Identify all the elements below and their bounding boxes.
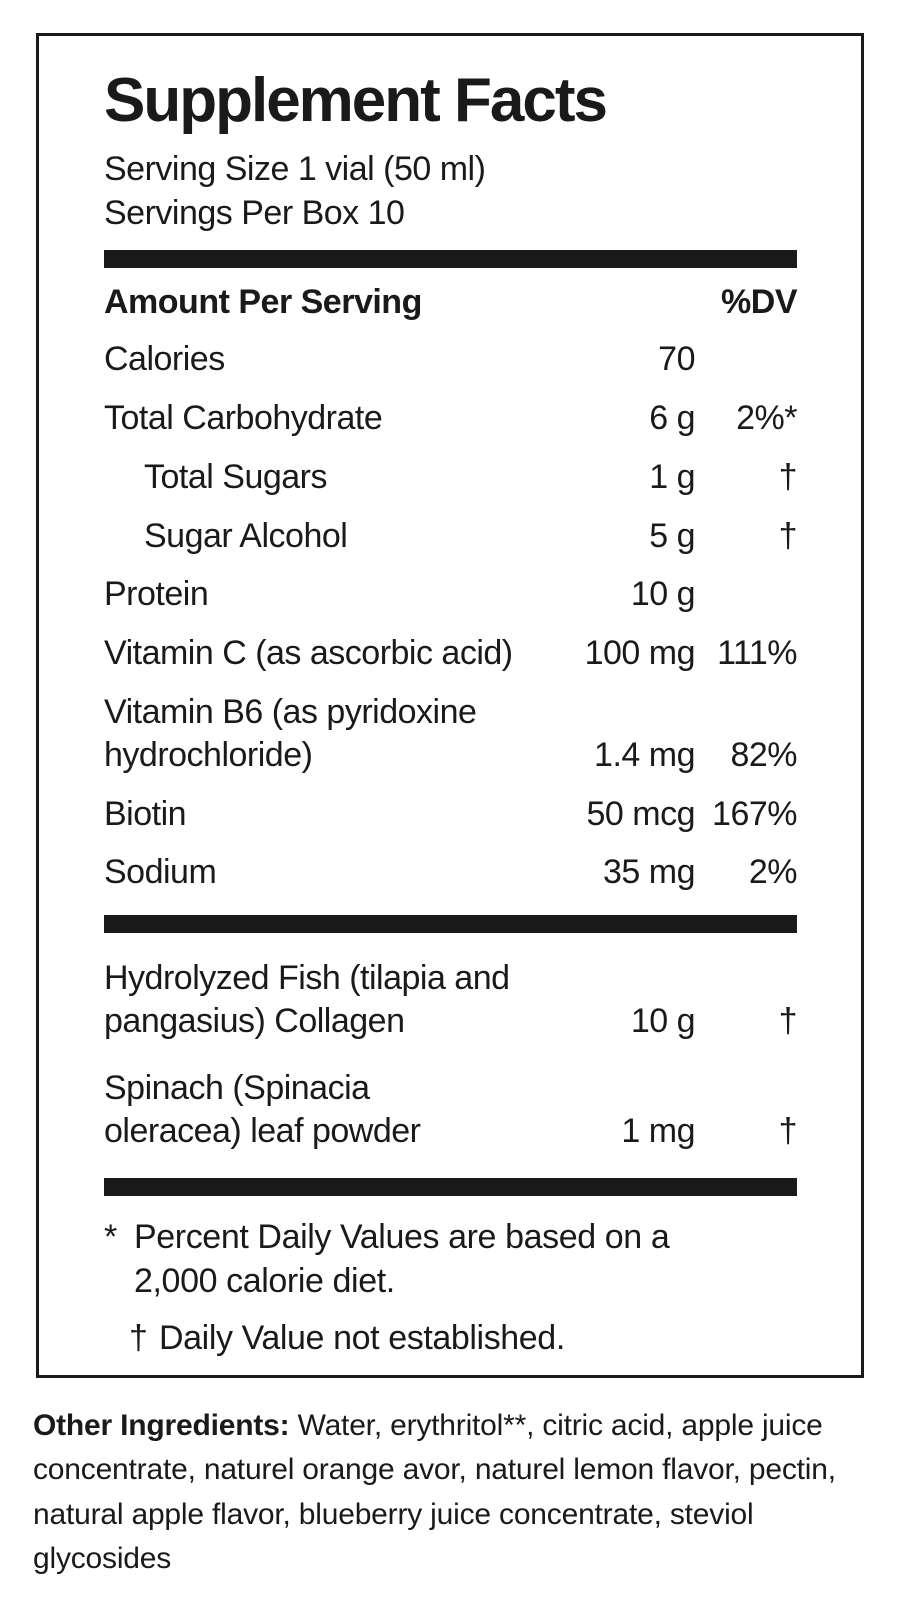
nutrient-dv: † [778, 457, 798, 496]
nutrient-row: Protein 10 g [104, 573, 797, 616]
serving-size-line: Serving Size 1 vial (50 ml) [104, 150, 486, 188]
footnote-marker: * [104, 1217, 117, 1256]
nutrient-dv: † [778, 516, 798, 555]
botanical-amount: 1 mg [621, 1111, 695, 1150]
nutrient-amount: 6 g [649, 398, 695, 437]
nutrient-dv: 82% [730, 735, 797, 774]
nutrient-row: Calories 70 [104, 338, 797, 381]
botanical-dv: † [778, 1111, 798, 1150]
nutrient-amount: 1 g [649, 457, 695, 496]
footnote-text: Daily Value not established. [159, 1319, 565, 1357]
footnote: * Percent Daily Values are based on a 2,… [104, 1215, 797, 1303]
nutrient-amount: 50 mcg [586, 794, 696, 833]
divider-bar-bottom [104, 1177, 797, 1196]
nutrient-dv: 2%* [736, 398, 797, 437]
botanical-dv: † [778, 1002, 798, 1041]
divider-bar-top [104, 250, 797, 269]
nutrient-name: Biotin [104, 794, 187, 833]
nutrient-amount: 70 [658, 340, 695, 379]
nutrient-amount: 35 mg [603, 853, 696, 892]
nutrient-name: Total Sugars [144, 457, 328, 496]
footnote: † Daily Value not established. [129, 1316, 797, 1360]
nutrient-name: Sugar Alcohol [144, 516, 348, 555]
dv-column-label: %DV [721, 283, 797, 322]
amount-per-serving-label: Amount Per Serving [104, 283, 422, 322]
nutrient-dv: 111% [717, 634, 797, 673]
nutrient-amount: 100 mg [584, 634, 696, 673]
nutrient-rows: Calories 70 Total Carbohydrate 6 g 2%* T… [104, 338, 798, 894]
panel-title: Supplement Facts [104, 66, 608, 135]
divider-bar-middle [104, 915, 797, 934]
botanical-name: Spinach (Spinacia oleracea) leaf powder [104, 1068, 421, 1150]
nutrient-name: Protein [104, 575, 209, 614]
nutrient-row: Biotin 50 mcg 167% [104, 793, 798, 836]
botanical-row: Spinach (Spinacia oleracea) leaf powder … [104, 1067, 798, 1153]
nutrient-name: Total Carbohydrate [104, 398, 383, 437]
botanical-rows: Hydrolyzed Fish (tilapia and pangasius) … [104, 957, 798, 1153]
nutrient-amount: 1.4 mg [594, 735, 695, 774]
botanical-amount: 10 g [630, 1002, 696, 1041]
nutrient-row: Total Carbohydrate 6 g 2%* [104, 397, 798, 440]
footnote-marker: † [129, 1319, 148, 1357]
servings-per-box-line: Servings Per Box 10 [104, 193, 405, 232]
nutrient-amount: 10 g [630, 575, 696, 614]
other-ingredients-label: Other Ingredients: [33, 1409, 290, 1442]
column-header-row: Amount Per Serving %DV [104, 283, 797, 322]
other-ingredients: Other Ingredients: Water, erythritol**, … [33, 1404, 879, 1582]
nutrient-dv: 2% [748, 853, 798, 892]
nutrient-row: Vitamin B6 (as pyridoxine hydrochloride)… [104, 691, 798, 777]
other-ingredients-text: Water, erythritol**, citric acid, apple … [33, 1409, 836, 1576]
nutrient-name: Vitamin C (as ascorbic acid) [104, 634, 513, 673]
footnotes: * Percent Daily Values are based on a 2,… [104, 1215, 797, 1361]
serving-info: Serving Size 1 vial (50 ml) Servings Per… [104, 148, 797, 235]
nutrient-row: Total Sugars 1 g † [104, 456, 798, 499]
supplement-facts-panel: Supplement Facts Serving Size 1 vial (50… [36, 33, 864, 1378]
nutrient-row: Sodium 35 mg 2% [104, 851, 798, 894]
nutrient-amount: 5 g [649, 516, 695, 555]
nutrient-name: Calories [104, 340, 225, 379]
nutrient-row: Sugar Alcohol 5 g † [104, 515, 798, 558]
botanical-name: Hydrolyzed Fish (tilapia and pangasius) … [104, 959, 510, 1041]
footnote-text: Percent Daily Values are based on a 2,00… [134, 1217, 670, 1300]
botanical-row: Hydrolyzed Fish (tilapia and pangasius) … [104, 957, 798, 1043]
nutrient-dv: 167% [712, 794, 797, 833]
nutrient-name: Vitamin B6 (as pyridoxine hydrochloride) [104, 693, 477, 774]
nutrient-row: Vitamin C (as ascorbic acid) 100 mg 111% [104, 632, 798, 675]
nutrient-name: Sodium [104, 853, 217, 892]
